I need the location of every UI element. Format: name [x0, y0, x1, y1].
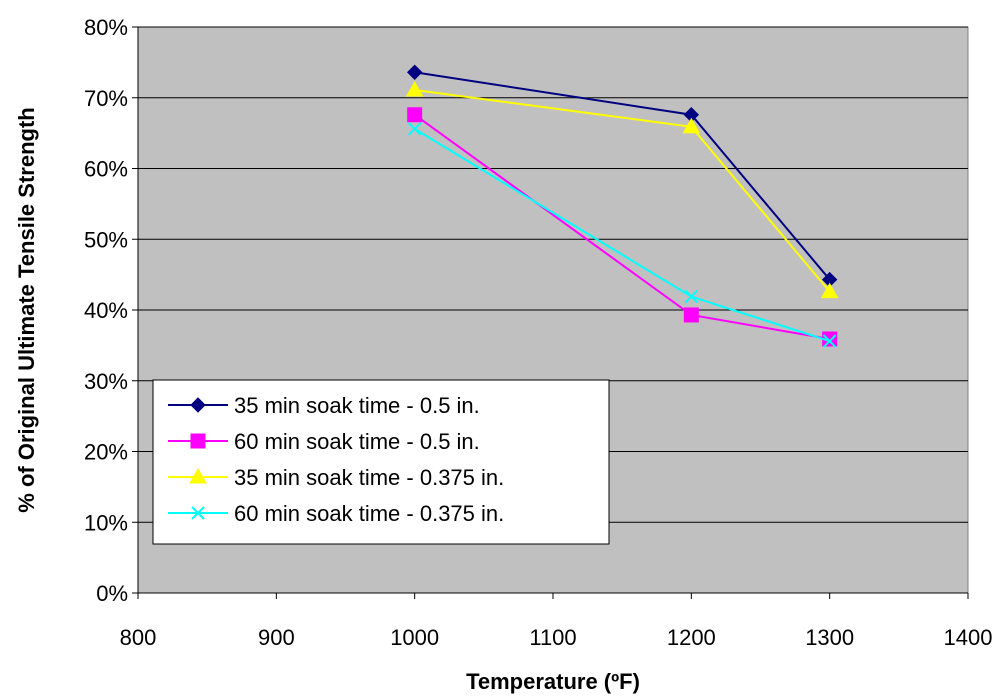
x-tick-label: 1000 [390, 625, 439, 650]
series-2 [407, 107, 838, 347]
axes [132, 26, 969, 599]
data-point [407, 122, 422, 136]
y-tick-label: 0% [96, 581, 128, 606]
y-tick-label: 60% [84, 157, 128, 182]
x-tick-labels: 800 900 1000 1100 1200 1300 1400 [120, 625, 993, 650]
x-tick-label: 1300 [805, 625, 854, 650]
data-point [820, 282, 839, 299]
legend-label: 60 min soak time - 0.375 in. [234, 501, 504, 526]
x-tick-label: 1200 [667, 625, 716, 650]
y-tick-label: 50% [84, 227, 128, 252]
data-point [405, 80, 424, 97]
y-tick-labels: 0% 10% 20% 30% 40% 50% 60% 70% 80% [84, 15, 128, 606]
data-point [683, 307, 699, 323]
data-point [190, 397, 206, 413]
data-point [684, 289, 699, 304]
y-tick-label: 10% [84, 510, 128, 535]
x-axis-title: Temperature (ºF) [466, 669, 640, 694]
legend-box [152, 379, 610, 545]
legend-label: 35 min soak time - 0.5 in. [234, 393, 480, 418]
legend-entry-4: 60 min soak time - 0.375 in. [168, 501, 504, 526]
y-axis-title: % of Original Ultimate Tensile Strength [14, 107, 39, 512]
series-3 [405, 80, 839, 299]
y-tick-label: 30% [84, 369, 128, 394]
legend-label: 35 min soak time - 0.375 in. [234, 465, 504, 490]
legend-entry-3: 35 min soak time - 0.375 in. [168, 465, 504, 490]
data-point [189, 467, 207, 484]
data-point [407, 107, 423, 123]
legend-entry-1: 35 min soak time - 0.5 in. [168, 393, 480, 418]
legend: 35 min soak time - 0.5 in. 60 min soak ti… [152, 379, 610, 545]
y-tick-label: 70% [84, 86, 128, 111]
data-point [682, 117, 701, 134]
legend-label: 60 min soak time - 0.5 in. [234, 429, 480, 454]
x-tick-label: 900 [258, 625, 295, 650]
y-tick-label: 40% [84, 298, 128, 323]
data-point [406, 64, 423, 80]
y-tick-label: 20% [84, 440, 128, 465]
legend-entry-2: 60 min soak time - 0.5 in. [168, 429, 480, 454]
series-layer [405, 64, 839, 348]
data-point [822, 334, 837, 348]
data-point [191, 506, 205, 520]
x-tick-label: 800 [120, 625, 157, 650]
x-tick-label: 1100 [529, 625, 576, 650]
x-tick-label: 1400 [944, 625, 993, 650]
data-point [190, 433, 206, 449]
y-tick-label: 80% [84, 15, 128, 40]
series-4 [407, 122, 837, 348]
